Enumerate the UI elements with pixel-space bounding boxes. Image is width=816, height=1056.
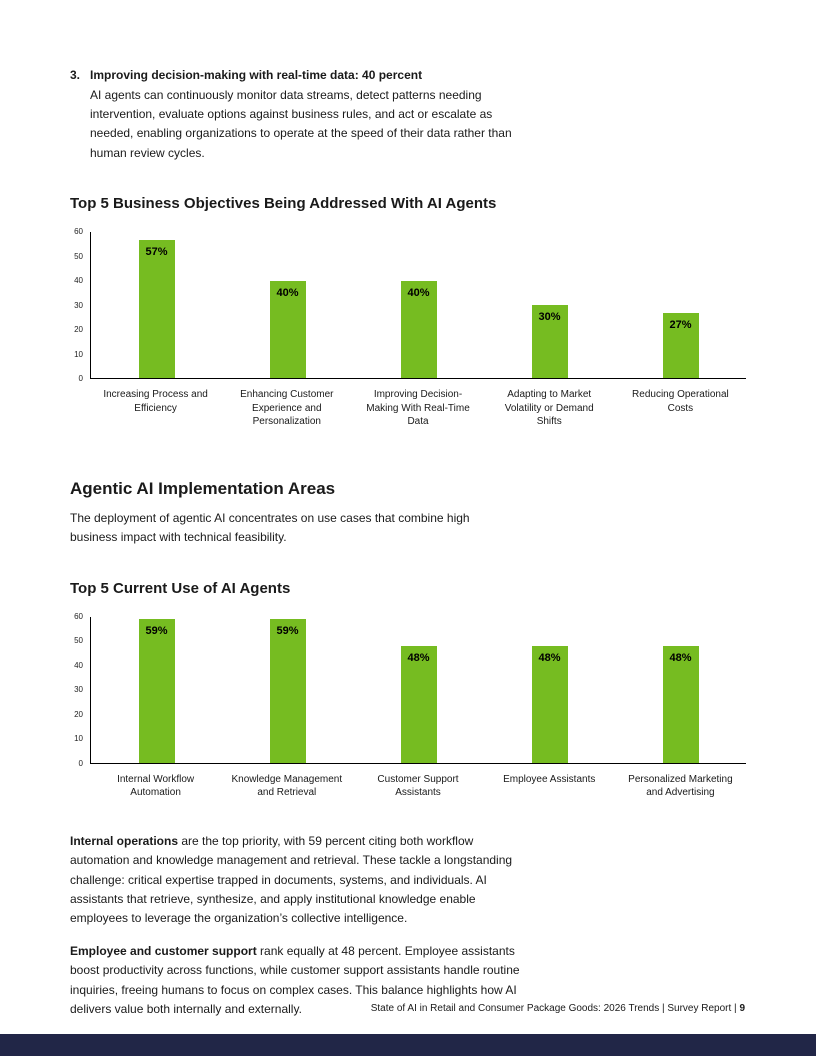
bar-column: 40%: [222, 232, 353, 379]
footer-color-bar: [0, 1034, 816, 1056]
chart1-bars: 57% 40% 40% 30% 27%: [90, 232, 746, 380]
category-label: Reducing Operational Costs: [632, 389, 729, 414]
y-axis-tick-label: 60: [74, 611, 83, 621]
category-label: Adapting to Market Volatility or Demand …: [504, 389, 594, 428]
y-axis-tick-label: 30: [74, 300, 83, 310]
bar-value-label: 40%: [407, 287, 430, 300]
bar: 48%: [662, 645, 699, 763]
y-axis-tick-label: 30: [74, 685, 83, 695]
chart-business-objectives: 0 10 20 30 40 50 60 57% 40% 40% 30% 27% Increasing…: [70, 228, 746, 429]
paragraph-internal-operations: Internal operations are the top priority…: [70, 832, 532, 929]
category-label: Knowledge Management and Retrieval: [231, 773, 343, 799]
bar-value-label: 59%: [276, 625, 299, 638]
paragraph-lead: Employee and customer support: [70, 943, 257, 958]
page-number: 9: [739, 1003, 745, 1014]
bar: 57%: [138, 239, 175, 379]
bar-column: 48%: [353, 617, 484, 763]
bar: 59%: [269, 619, 306, 763]
list-item-heading: 3. Improving decision-making with real-t…: [70, 66, 540, 85]
footer-text: State of AI in Retail and Consumer Packa…: [370, 1003, 737, 1014]
chart1-title: Top 5 Business Objectives Being Addresse…: [70, 195, 497, 213]
y-axis-tick-label: 60: [74, 227, 83, 237]
bar-value-label: 57%: [145, 245, 168, 258]
bar-column: 59%: [91, 617, 222, 763]
bar-value-label: 59%: [145, 625, 168, 638]
category-label: Personalized Marketing and Advertising: [628, 773, 733, 799]
chart-ai-agent-uses: 0 10 20 30 40 50 60 59% 59% 48% 48% 48% Internal W…: [70, 612, 746, 800]
page-footer: State of AI in Retail and Consumer Packa…: [371, 1003, 745, 1014]
bar: 48%: [400, 645, 437, 763]
bar-column: 57%: [91, 232, 222, 379]
y-axis-tick-label: 20: [74, 709, 83, 719]
y-axis-tick-label: 10: [74, 349, 83, 359]
bar-value-label: 48%: [669, 651, 692, 664]
body-paragraphs: Internal operations are the top priority…: [70, 832, 532, 1020]
y-axis-tick-label: 0: [78, 374, 83, 384]
bar: 40%: [400, 281, 437, 379]
list-item-3: 3. Improving decision-making with real-t…: [70, 66, 540, 163]
chart1-y-axis: 0 10 20 30 40 50 60: [70, 228, 90, 383]
paragraph-lead: Internal operations: [70, 833, 179, 848]
list-item-number: 3.: [70, 68, 81, 82]
category-label: Enhancing Customer Experience and Person…: [240, 389, 334, 428]
category-label: Increasing Process and Efficiency: [103, 389, 208, 414]
y-axis-tick-label: 50: [74, 636, 83, 646]
section-heading: Agentic AI Implementation Areas: [70, 478, 336, 498]
bar: 30%: [531, 305, 568, 379]
list-item-title: Improving decision-making with real-time…: [90, 68, 423, 82]
chart1-plot-area: 0 10 20 30 40 50 60 57% 40% 40% 30% 27%: [70, 228, 746, 383]
section-body: The deployment of agentic AI concentrate…: [70, 510, 470, 545]
paragraph-employee-support: Employee and customer support rank equal…: [70, 942, 532, 1020]
chart2-plot-area: 0 10 20 30 40 50 60 59% 59% 48% 48% 48%: [70, 612, 746, 767]
bar: 59%: [138, 619, 175, 763]
bar-column: 30%: [484, 232, 615, 379]
bar-value-label: 30%: [538, 311, 561, 324]
chart2-x-labels: Internal Workflow Automation Knowledge Ma…: [90, 773, 746, 800]
bar-column: 48%: [615, 617, 746, 763]
y-axis-tick-label: 10: [74, 734, 83, 744]
bar-value-label: 48%: [407, 651, 430, 664]
category-label: Improving Decision-Making With Real-Time…: [366, 389, 470, 428]
y-axis-tick-label: 20: [74, 325, 83, 335]
paragraph-text: are the top priority, with 59 percent ci…: [70, 833, 513, 926]
chart1-x-labels: Increasing Process and Efficiency Enhanci…: [90, 388, 746, 429]
paragraph-text: rank equally at 48 percent. Employee ass…: [70, 943, 520, 1017]
y-axis-tick-label: 40: [74, 276, 83, 286]
bar-column: 48%: [484, 617, 615, 763]
bar-value-label: 40%: [276, 287, 299, 300]
category-label: Employee Assistants: [503, 773, 596, 785]
y-axis-tick-label: 50: [74, 251, 83, 261]
y-axis-tick-label: 40: [74, 660, 83, 670]
bar: 48%: [531, 645, 568, 763]
chart2-bars: 59% 59% 48% 48% 48%: [90, 616, 746, 764]
list-item-body: AI agents can continuously monitor data …: [90, 87, 512, 160]
bar-column: 40%: [353, 232, 484, 379]
bar: 40%: [269, 281, 306, 379]
page-content: 3. Improving decision-making with real-t…: [70, 66, 746, 1020]
bar: 27%: [662, 312, 699, 379]
chart2-title: Top 5 Current Use of AI Agents: [70, 579, 291, 597]
bar-column: 27%: [615, 232, 746, 379]
chart2-y-axis: 0 10 20 30 40 50 60: [70, 612, 90, 767]
category-label: Customer Support Assistants: [377, 773, 459, 799]
category-label: Internal Workflow Automation: [117, 773, 195, 799]
bar-value-label: 27%: [669, 318, 692, 331]
bar-column: 59%: [222, 617, 353, 763]
y-axis-tick-label: 0: [78, 758, 83, 768]
bar-value-label: 48%: [538, 651, 561, 664]
